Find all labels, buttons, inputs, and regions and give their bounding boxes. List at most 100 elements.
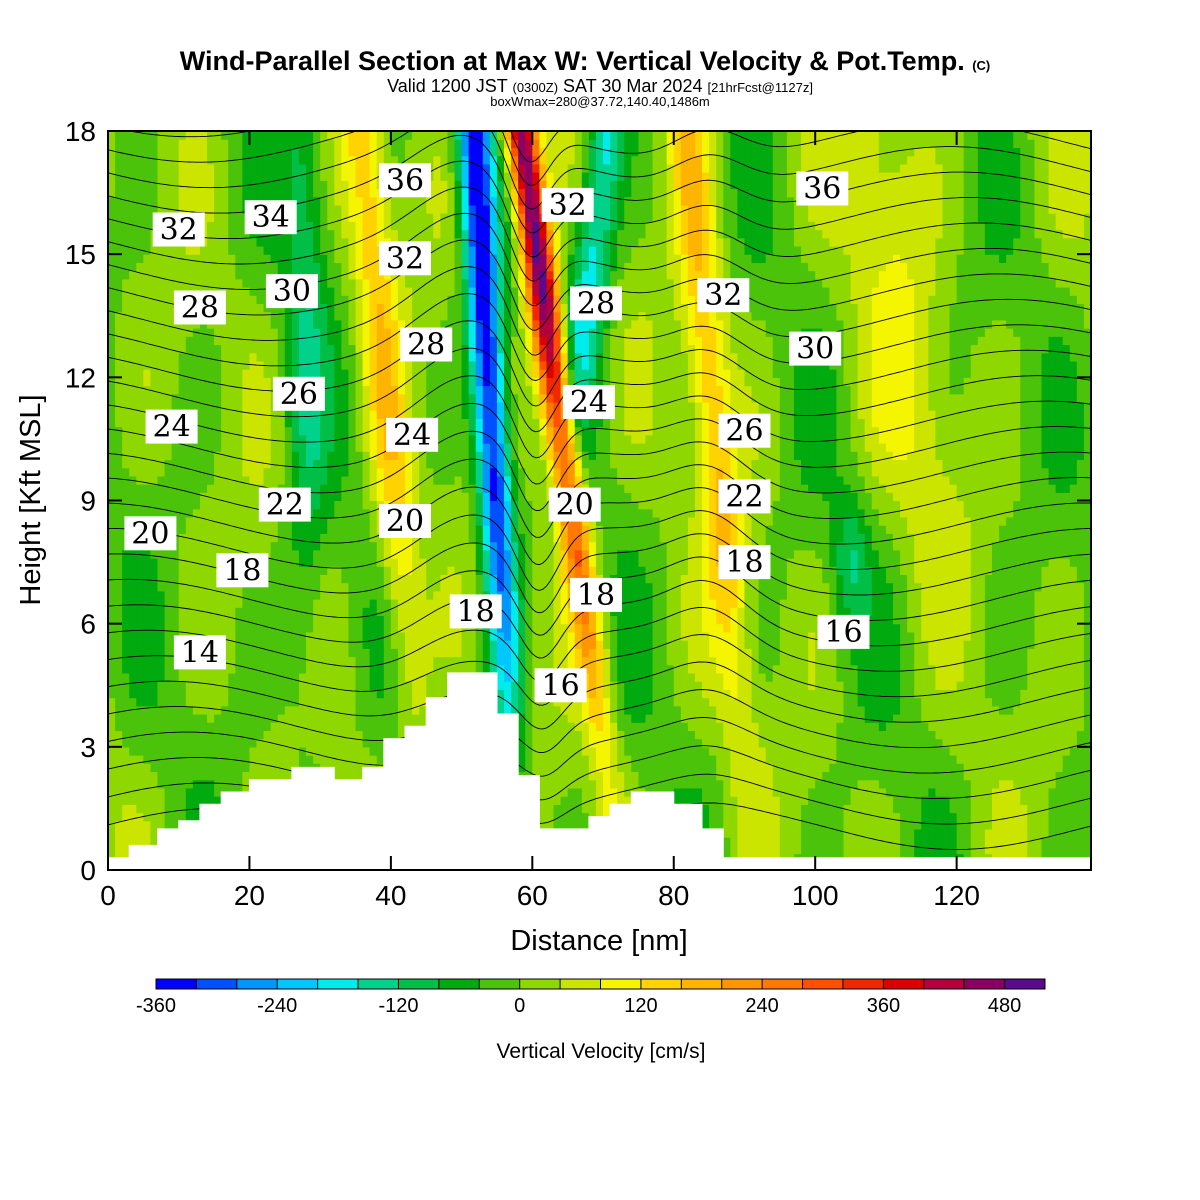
- velocity-cell: [108, 796, 116, 805]
- velocity-cell: [171, 804, 180, 814]
- velocity-cell: [256, 664, 265, 674]
- velocity-cell: [390, 204, 399, 214]
- velocity-cell: [468, 221, 477, 231]
- velocity-cell: [341, 344, 350, 354]
- velocity-cell: [256, 738, 265, 748]
- velocity-cell: [412, 451, 420, 461]
- velocity-cell: [298, 615, 307, 625]
- velocity-cell: [150, 245, 159, 255]
- velocity-cell: [419, 278, 427, 288]
- velocity-cell: [284, 418, 293, 428]
- velocity-cell: [150, 746, 159, 756]
- velocity-cell: [249, 771, 258, 781]
- velocity-cell: [376, 393, 385, 403]
- velocity-cell: [475, 467, 484, 477]
- velocity-cell: [468, 196, 477, 206]
- velocity-cell: [199, 467, 208, 477]
- velocity-cell: [447, 492, 456, 502]
- velocity-cell: [242, 508, 251, 518]
- velocity-cell: [313, 541, 321, 551]
- velocity-cell: [298, 467, 307, 477]
- velocity-cell: [228, 180, 236, 190]
- velocity-cell: [306, 147, 314, 157]
- velocity-cell: [270, 475, 279, 485]
- velocity-cell: [355, 664, 364, 674]
- velocity-cell: [355, 516, 364, 526]
- velocity-cell: [320, 443, 328, 452]
- velocity-cell: [313, 648, 321, 658]
- velocity-cell: [207, 254, 215, 263]
- velocity-cell: [334, 771, 342, 781]
- velocity-cell: [362, 484, 371, 493]
- velocity-cell: [157, 467, 166, 477]
- velocity-cell: [440, 311, 449, 321]
- velocity-cell: [298, 656, 307, 666]
- velocity-cell: [228, 615, 236, 625]
- velocity-cell: [270, 689, 279, 699]
- velocity-cell: [207, 705, 215, 715]
- velocity-cell: [440, 484, 449, 493]
- velocity-cell: [433, 475, 441, 485]
- velocity-cell: [433, 525, 441, 534]
- velocity-cell: [129, 360, 137, 370]
- velocity-cell: [108, 746, 116, 756]
- velocity-cell: [115, 837, 123, 846]
- velocity-cell: [390, 631, 399, 641]
- velocity-cell: [214, 689, 222, 699]
- velocity-cell: [214, 484, 222, 493]
- velocity-cell: [192, 188, 201, 198]
- velocity-cell: [150, 278, 159, 288]
- velocity-cell: [143, 328, 152, 337]
- velocity-cell: [433, 607, 441, 617]
- velocity-cell: [263, 763, 272, 773]
- velocity-cell: [433, 541, 441, 551]
- velocity-cell: [129, 763, 137, 773]
- velocity-cell: [157, 245, 166, 255]
- velocity-cell: [199, 426, 208, 436]
- velocity-cell: [412, 631, 420, 641]
- velocity-cell: [362, 237, 371, 247]
- velocity-cell: [433, 500, 441, 510]
- velocity-cell: [150, 360, 159, 370]
- velocity-cell: [362, 131, 371, 140]
- velocity-cell: [270, 155, 279, 165]
- velocity-cell: [454, 287, 463, 296]
- velocity-cell: [136, 681, 144, 690]
- velocity-cell: [270, 664, 279, 674]
- velocity-cell: [192, 705, 201, 715]
- velocity-cell: [426, 459, 434, 469]
- velocity-cell: [221, 262, 229, 272]
- velocity-cell: [157, 615, 166, 625]
- velocity-cell: [291, 131, 300, 140]
- velocity-cell: [334, 336, 342, 346]
- velocity-cell: [207, 738, 215, 748]
- velocity-cell: [129, 820, 137, 830]
- velocity-cell: [108, 262, 116, 272]
- velocity-cell: [171, 377, 180, 387]
- velocity-cell: [482, 196, 491, 206]
- velocity-cell: [390, 541, 399, 551]
- velocity-cell: [348, 640, 357, 649]
- velocity-cell: [263, 533, 272, 543]
- velocity-cell: [256, 163, 265, 173]
- velocity-cell: [199, 672, 208, 682]
- velocity-cell: [115, 664, 123, 674]
- velocity-cell: [348, 705, 357, 715]
- velocity-cell: [228, 147, 236, 157]
- velocity-cell: [277, 180, 286, 190]
- velocity-cell: [284, 763, 293, 773]
- velocity-cell: [376, 196, 385, 206]
- velocity-cell: [178, 459, 187, 469]
- velocity-cell: [108, 738, 116, 748]
- velocity-cell: [369, 557, 378, 567]
- velocity-cell: [249, 393, 258, 403]
- velocity-cell: [419, 648, 427, 658]
- velocity-cell: [320, 369, 328, 378]
- velocity-cell: [454, 147, 463, 157]
- velocity-cell: [150, 705, 159, 715]
- velocity-cell: [447, 139, 456, 149]
- velocity-cell: [221, 245, 229, 255]
- velocity-cell: [348, 377, 357, 387]
- velocity-cell: [376, 590, 385, 600]
- velocity-cell: [362, 738, 371, 748]
